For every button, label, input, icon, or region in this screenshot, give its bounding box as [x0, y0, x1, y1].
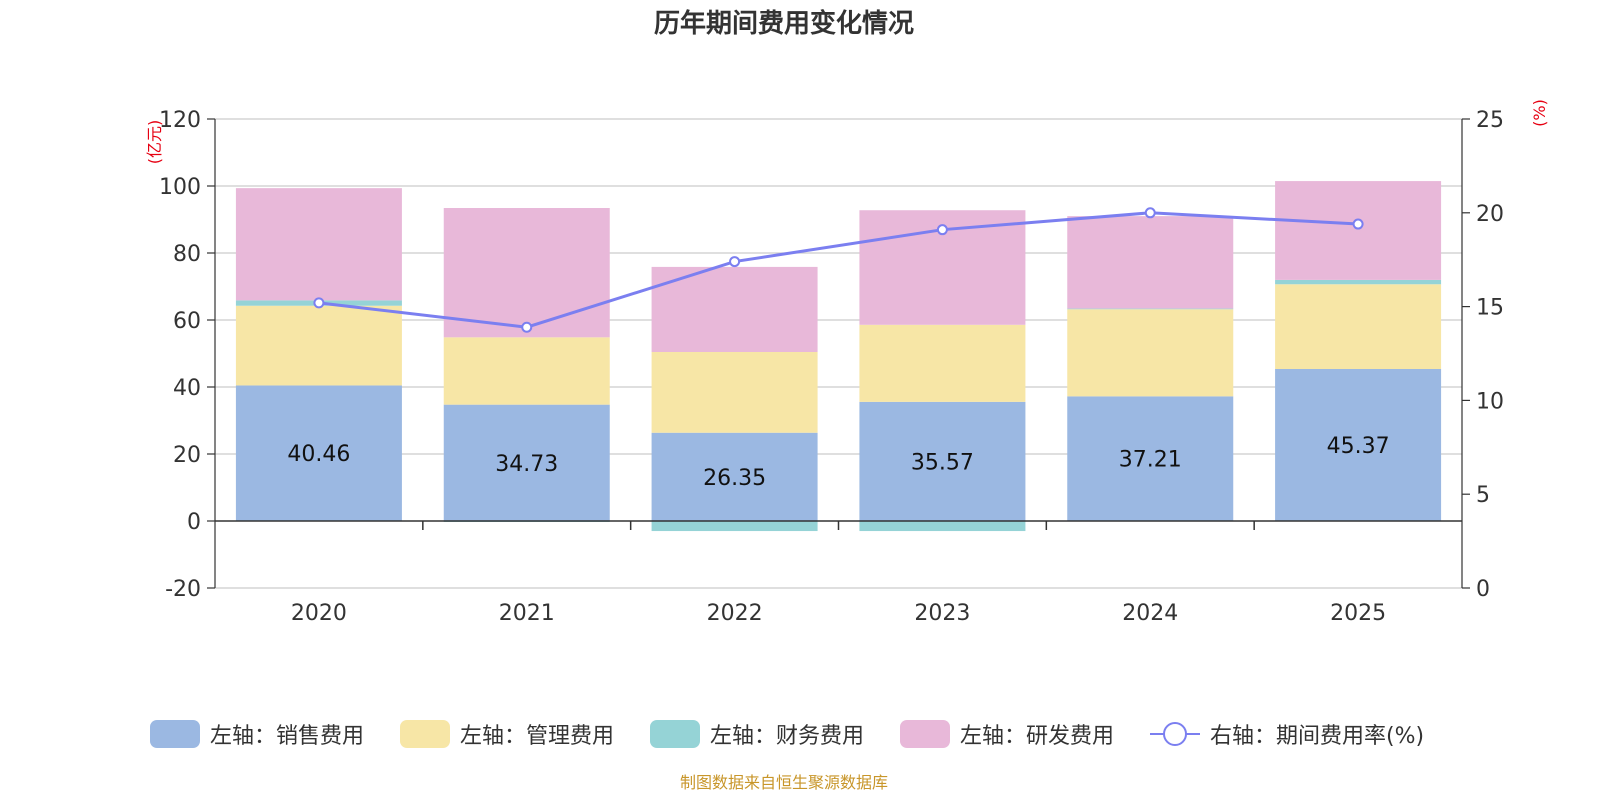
line-layer: [313, 207, 1364, 333]
left-tick-label: 80: [173, 242, 201, 267]
data-label: 35.57: [911, 450, 974, 475]
right-axis-unit: (%): [1530, 99, 1549, 127]
bar-segment: [443, 337, 610, 405]
bar-segment: [651, 432, 818, 521]
bar-segment: [1275, 279, 1442, 285]
legend-swatch: [900, 720, 950, 748]
bar-segment: [859, 521, 1026, 532]
bar-segment: [443, 404, 610, 521]
bar-segment: [235, 385, 402, 521]
data-label: 37.21: [1119, 448, 1182, 473]
legend-swatch: [650, 720, 700, 748]
left-tick-label: 40: [173, 376, 201, 401]
legend-swatch: [150, 720, 200, 748]
legend-label: 左轴：研发费用: [960, 724, 1114, 749]
x-tick-label: 2021: [499, 601, 555, 626]
bar-segment: [859, 324, 1026, 402]
line-point: [1352, 218, 1364, 230]
line-point: [729, 256, 741, 268]
line-point: [936, 224, 948, 236]
line-series: [318, 211, 1359, 329]
label-layer: 40.46 34.73 26.35 35.57 37.21 45.37: [287, 434, 1389, 491]
legend: 左轴：销售费用 左轴：管理费用 左轴：财务费用 左轴：研发费用 右轴：期间费用率(%): [150, 720, 1424, 749]
right-tick-label: 10: [1476, 389, 1504, 414]
x-tick-label: 2022: [707, 601, 763, 626]
left-tick-label: 100: [159, 175, 201, 200]
right-tick-label: 25: [1476, 108, 1504, 133]
x-tick-label: 2020: [291, 601, 347, 626]
line-point: [521, 321, 533, 333]
legend-label: 左轴：销售费用: [210, 724, 364, 749]
legend-label: 左轴：财务费用: [710, 724, 864, 749]
x-tick-label: 2025: [1330, 601, 1386, 626]
line-point: [1144, 207, 1156, 219]
bar-segment: [1275, 284, 1442, 370]
bar-segment: [1067, 308, 1234, 310]
data-label: 40.46: [287, 442, 350, 467]
bars-layer: [235, 181, 1442, 532]
grid-layer: [215, 118, 1462, 589]
bar-segment: [651, 266, 818, 352]
data-label: 45.37: [1327, 434, 1390, 459]
right-tick-label: 20: [1476, 202, 1504, 227]
bar-segment: [1067, 309, 1234, 397]
legend-line-marker: [1163, 722, 1187, 746]
legend-label: 左轴：管理费用: [460, 724, 614, 749]
x-tick-label: 2023: [914, 601, 970, 626]
left-tick-label: 0: [187, 510, 201, 535]
x-tick-label: 2024: [1122, 601, 1178, 626]
bar-segment: [651, 351, 818, 433]
bar-segment: [651, 521, 818, 532]
bar-segment: [235, 188, 402, 301]
source-note: 制图数据来自恒生聚源数据库: [680, 773, 888, 792]
bar-segment: [235, 305, 402, 386]
legend-label: 右轴：期间费用率(%): [1210, 724, 1424, 749]
bar-segment: [443, 208, 610, 338]
right-tick-label: 5: [1476, 483, 1490, 508]
left-tick-label: 120: [159, 108, 201, 133]
left-axis-unit: (亿元): [145, 120, 164, 165]
bar-segment: [1275, 369, 1442, 521]
right-tick-label: 15: [1476, 296, 1504, 321]
left-tick-label: -20: [165, 577, 201, 602]
chart-title: 历年期间费用变化情况: [654, 8, 914, 39]
bar-segment: [1067, 396, 1234, 521]
right-tick-label: 0: [1476, 577, 1490, 602]
bar-segment: [859, 401, 1026, 521]
data-label: 26.35: [703, 466, 766, 491]
bar-segment: [1275, 181, 1442, 280]
legend-swatch: [400, 720, 450, 748]
data-label: 34.73: [495, 452, 558, 477]
left-tick-label: 60: [173, 309, 201, 334]
bar-segment: [1067, 216, 1234, 309]
line-point: [313, 297, 325, 309]
left-tick-label: 20: [173, 443, 201, 468]
